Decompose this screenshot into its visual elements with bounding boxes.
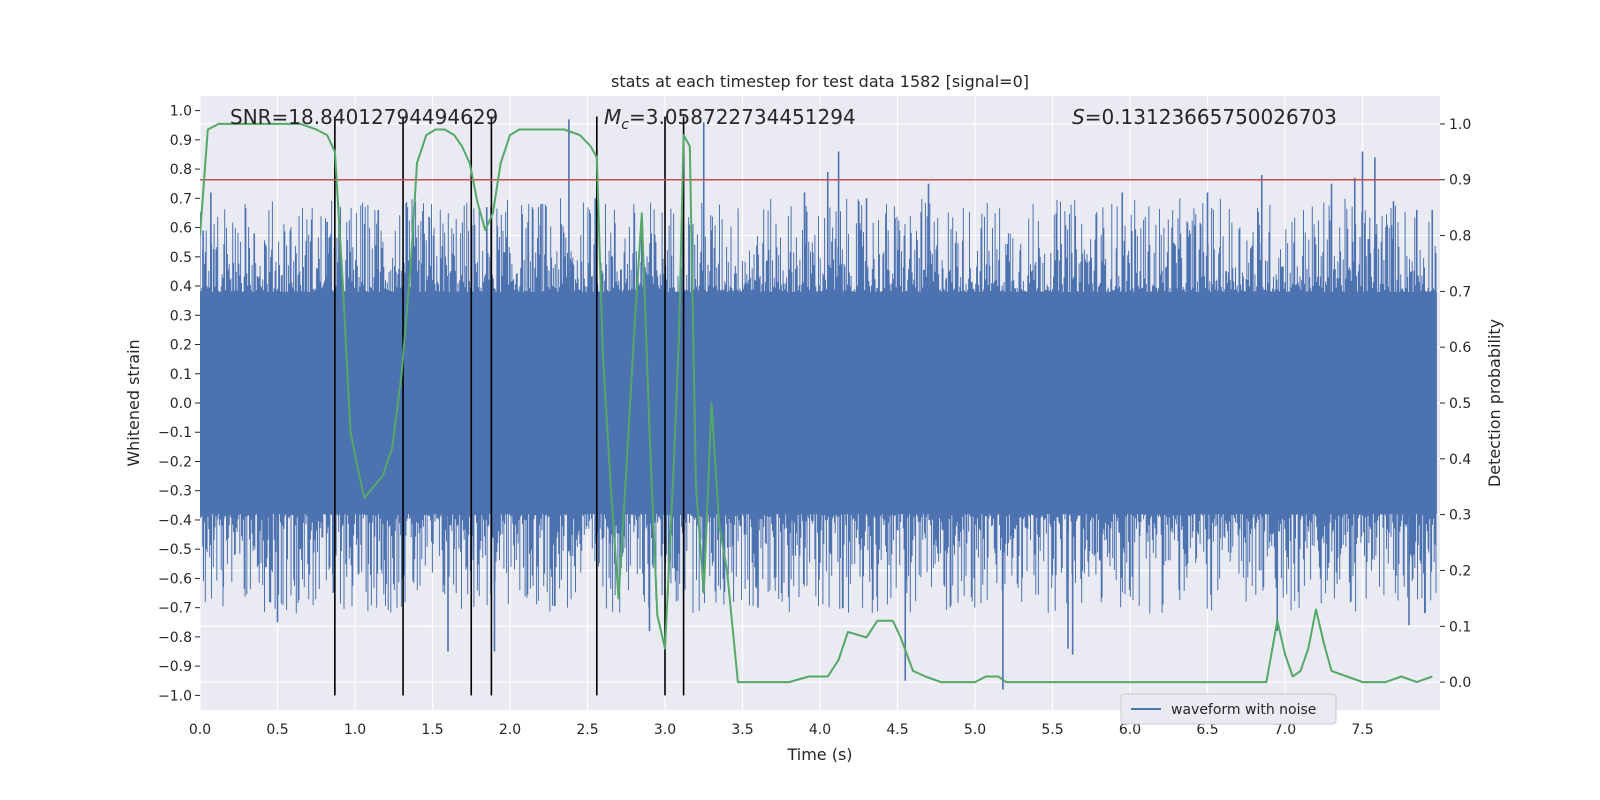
x-tick-label: 5.5 [1041, 722, 1063, 738]
y-right-axis-label: Detection probability [1485, 319, 1504, 487]
y-right-tick-label: 0.8 [1449, 229, 1471, 245]
y-right-tick-label: 0.3 [1449, 508, 1471, 524]
y-right-tick-label: 0.4 [1449, 452, 1471, 468]
y-right-tick-label: 0.0 [1449, 675, 1471, 691]
y-right-tick-label: 0.6 [1449, 340, 1471, 356]
y-left-tick-label: 0.3 [170, 308, 192, 324]
y-left-tick-label: 0.7 [170, 191, 192, 207]
y-left-tick-label: −1.0 [158, 688, 192, 704]
x-axis-ticks: 0.0 0.5 1.0 1.5 2.0 2.5 3.0 3.5 4.0 4.5 5.0 5.5 6.0 6… [189, 722, 1374, 738]
x-tick-label: 6.0 [1119, 722, 1141, 738]
x-tick-label: 7.0 [1274, 722, 1296, 738]
y-left-tick-label: 0.1 [170, 367, 192, 383]
y-left-tick-label: −0.1 [158, 425, 192, 441]
y-left-tick-label: 0.9 [170, 133, 192, 149]
annotation-statistic-symbol: S [1072, 105, 1085, 129]
detection-probability-line [200, 122, 1433, 684]
waveform-trace [200, 198, 1437, 614]
annotation-statistic: S=0.13123665750026703 [1072, 105, 1337, 129]
x-tick-label: 1.5 [421, 722, 443, 738]
chart-title: stats at each timestep for test data 158… [611, 72, 1029, 91]
y-left-tick-label: 1.0 [170, 104, 192, 120]
x-tick-label: 2.5 [576, 722, 598, 738]
y-left-tick-label: −0.8 [158, 630, 192, 646]
x-tick-label: 3.0 [654, 722, 676, 738]
detection-probability-series [200, 122, 1433, 684]
x-tick-label: 0.5 [266, 722, 288, 738]
y-right-tick-label: 0.1 [1449, 619, 1471, 635]
y-left-axis-ticks: 1.0 0.9 0.8 0.7 0.6 0.5 0.4 0.3 0.2 0.1 0.0 −0.1 −0.… [158, 104, 200, 704]
x-tick-label: 4.0 [809, 722, 831, 738]
annotation-chirp-mass-symbol: M [604, 105, 621, 129]
y-left-tick-label: 0.0 [170, 396, 192, 412]
annotation-chirp-mass-subscript: c [621, 117, 629, 133]
x-tick-label: 1.0 [344, 722, 366, 738]
y-left-tick-label: 0.2 [170, 338, 192, 354]
y-left-tick-label: −0.4 [158, 513, 192, 529]
annotation-snr: SNR=18.84012794494629 [230, 105, 498, 129]
y-right-tick-label: 1.0 [1449, 117, 1471, 133]
x-tick-label: 6.5 [1196, 722, 1218, 738]
y-left-axis-label: Whitened strain [124, 339, 143, 466]
legend-label-waveform: waveform with noise [1171, 702, 1316, 718]
y-right-tick-label: 0.5 [1449, 396, 1471, 412]
y-left-tick-label: 0.5 [170, 250, 192, 266]
y-left-tick-label: 0.4 [170, 279, 192, 295]
y-right-axis-ticks: 1.0 0.9 0.8 0.7 0.6 0.5 0.4 0.3 0.2 0.1 0.0 [1440, 117, 1471, 691]
y-right-tick-label: 0.2 [1449, 563, 1471, 579]
y-left-tick-label: −0.9 [158, 659, 192, 675]
x-tick-label: 4.5 [886, 722, 908, 738]
vertical-markers [334, 116, 685, 696]
y-left-tick-label: −0.6 [158, 571, 192, 587]
y-left-tick-label: 0.8 [170, 162, 192, 178]
x-axis-label: Time (s) [786, 745, 852, 764]
y-right-tick-label: 0.9 [1449, 173, 1471, 189]
y-left-tick-label: −0.2 [158, 454, 192, 470]
legend: waveform with noise [1120, 693, 1337, 725]
x-tick-label: 7.5 [1351, 722, 1373, 738]
y-left-tick-label: −0.3 [158, 484, 192, 500]
y-left-tick-label: −0.7 [158, 601, 192, 617]
x-tick-label: 0.0 [189, 722, 211, 738]
annotation-statistic-value: =0.13123665750026703 [1085, 105, 1337, 129]
x-tick-label: 5.0 [964, 722, 986, 738]
annotation-chirp-mass-value: =3.058722734451294 [629, 105, 856, 129]
legend-box [1120, 693, 1337, 725]
x-tick-label: 3.5 [731, 722, 753, 738]
y-left-tick-label: 0.6 [170, 221, 192, 237]
x-tick-label: 2.0 [499, 722, 521, 738]
y-right-tick-label: 0.7 [1449, 284, 1471, 300]
annotation-chirp-mass: Mc=3.058722734451294 [604, 105, 856, 133]
y-left-tick-label: −0.5 [158, 542, 192, 558]
